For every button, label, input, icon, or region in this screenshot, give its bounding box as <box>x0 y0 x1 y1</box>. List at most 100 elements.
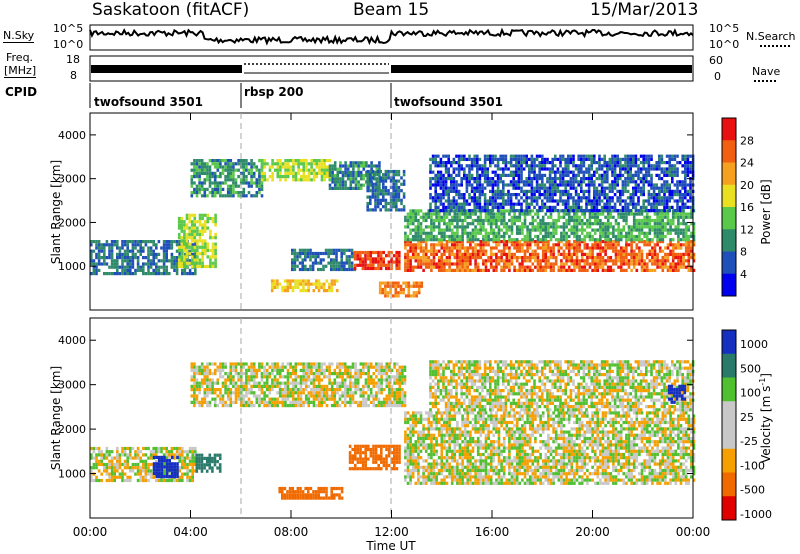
echo-cell <box>479 231 483 235</box>
echo-cell <box>676 167 679 171</box>
echo-cell <box>468 183 471 187</box>
echo-cell <box>551 167 554 171</box>
echo-cell <box>443 243 446 247</box>
echo-cell <box>445 240 449 244</box>
echo-cell <box>183 236 186 240</box>
echo-cell <box>136 256 140 260</box>
echo-cell <box>190 184 194 188</box>
echo-cell <box>95 462 98 467</box>
echo-cell <box>587 180 591 184</box>
echo-cell <box>431 161 435 165</box>
echo-cell <box>658 199 661 203</box>
echo-cell <box>483 167 487 171</box>
echo-cell <box>142 240 145 244</box>
echo-cell <box>336 170 340 174</box>
echo-cell <box>463 228 467 232</box>
echo-cell <box>666 265 670 269</box>
echo-cell <box>139 469 142 473</box>
echo-cell <box>655 209 658 213</box>
echo-cell <box>186 469 189 473</box>
echo-cell <box>443 246 446 250</box>
echo-cell <box>655 167 658 171</box>
echo-cell <box>450 238 454 242</box>
echo-cell <box>528 209 532 213</box>
echo-cell <box>510 238 514 242</box>
echo-cell <box>652 196 656 200</box>
echo-cell <box>409 249 412 253</box>
echo-cell <box>587 183 591 187</box>
echo-cell <box>447 189 450 193</box>
echo-cell <box>424 238 428 242</box>
echo-cell <box>325 165 329 169</box>
echo-cell <box>650 209 653 213</box>
echo-cell <box>573 218 576 223</box>
echo-cell <box>409 212 412 216</box>
echo-cell <box>661 238 665 242</box>
echo-cell <box>442 177 445 181</box>
echo-cell <box>606 240 610 244</box>
echo-cell <box>609 215 613 219</box>
echo-cell <box>444 193 448 197</box>
echo-cell <box>311 267 315 272</box>
echo-cell <box>177 248 181 253</box>
echo-cell <box>651 240 654 244</box>
echo-cell <box>434 161 437 165</box>
echo-cell <box>95 478 98 483</box>
echo-cell <box>121 262 124 266</box>
echo-cell <box>417 284 421 288</box>
echo-cell <box>470 164 474 168</box>
echo-cell <box>198 229 202 233</box>
echo-cell <box>660 186 664 190</box>
echo-cell <box>131 456 135 460</box>
echo-cell <box>508 256 511 260</box>
echo-cell <box>147 456 150 460</box>
echo-cell <box>435 234 438 239</box>
echo-cell <box>522 161 526 165</box>
echo-cell <box>237 168 240 172</box>
echo-cell <box>645 268 649 272</box>
echo-cell <box>655 164 658 168</box>
echo-cell <box>466 259 470 263</box>
echo-cell <box>152 450 155 454</box>
echo-cell <box>515 170 518 174</box>
echo-cell <box>294 178 298 182</box>
echo-cell <box>515 164 518 168</box>
echo-cell <box>430 262 433 266</box>
echo-cell <box>684 161 687 165</box>
echo-cell <box>682 218 685 223</box>
echo-cell <box>437 268 441 272</box>
echo-cell <box>486 167 489 171</box>
echo-cell <box>658 186 661 190</box>
echo-cell <box>341 174 345 178</box>
echo-cell <box>95 268 98 272</box>
echo-cell <box>354 164 358 168</box>
echo-cell <box>97 446 101 451</box>
echo-cell <box>219 175 222 179</box>
echo-cell <box>642 161 645 165</box>
echo-cell <box>575 222 579 226</box>
echo-cell <box>567 268 571 272</box>
echo-cell <box>590 167 593 171</box>
echo-cell <box>312 162 316 166</box>
echo-cell <box>593 215 597 219</box>
echo-cell <box>452 167 456 171</box>
echo-cell <box>409 209 412 213</box>
echo-cell <box>632 189 635 193</box>
echo-cell <box>481 167 484 171</box>
echo-cell <box>500 209 503 213</box>
echo-cell <box>570 225 574 229</box>
echo-cell <box>208 171 212 175</box>
echo-cell <box>489 256 493 260</box>
echo-cell <box>216 162 220 166</box>
echo-cell <box>406 265 410 269</box>
echo-cell <box>123 459 127 463</box>
echo-cell <box>432 259 436 263</box>
echo-cell <box>171 471 174 475</box>
echo-cell <box>286 279 290 283</box>
echo-cell <box>180 220 184 224</box>
echo-cell <box>619 196 622 200</box>
echo-cell <box>113 243 116 247</box>
echo-cell <box>648 259 652 263</box>
echo-cell <box>541 173 544 177</box>
echo-cell <box>642 173 645 177</box>
